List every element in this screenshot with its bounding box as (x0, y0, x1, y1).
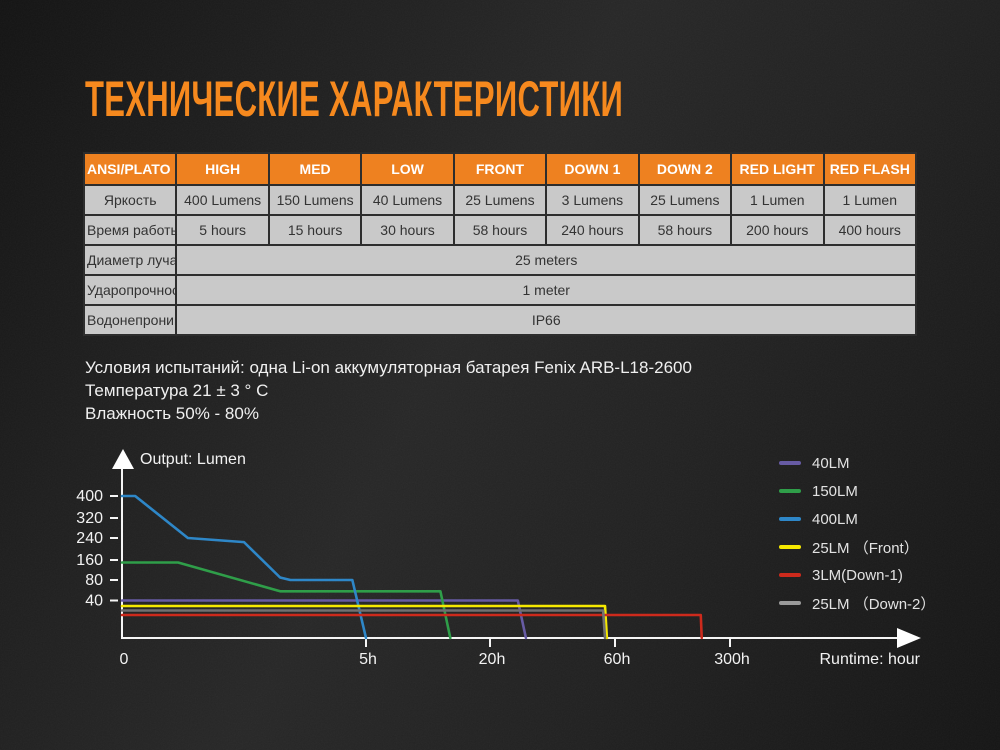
series-line-400LM (120, 494, 368, 640)
legend-item: 40LM (779, 449, 935, 477)
legend-swatch-icon (779, 573, 801, 577)
chart-series-lines (120, 494, 704, 640)
x-axis-title: Runtime: hour (820, 651, 921, 668)
legend-item: 25LM （Down-2） (779, 589, 935, 617)
x-tick-label: 60h (604, 651, 631, 668)
legend-label: 40LM (812, 454, 850, 472)
x-tick-label: 300h (714, 651, 750, 668)
y-axis-arrow-icon (112, 449, 134, 469)
legend-item: 25LM （Front） (779, 533, 935, 561)
legend-item: 150LM (779, 477, 935, 505)
legend-label: 25LM （Down-2） (812, 595, 936, 613)
legend-swatch-icon (779, 517, 801, 521)
y-tick-label: 40 (85, 593, 103, 610)
legend-label: 3LM(Down-1) (812, 566, 903, 584)
legend-label: 25LM （Front） (812, 539, 919, 557)
y-axis-title: Output: Lumen (140, 451, 246, 468)
series-line-3LM(Down-1) (120, 613, 704, 640)
legend-label: 400LM (812, 510, 858, 528)
legend-item: 400LM (779, 505, 935, 533)
legend-swatch-icon (779, 461, 801, 465)
legend-swatch-icon (779, 601, 801, 605)
legend-label: 150LM (812, 482, 858, 500)
y-tick-label: 320 (76, 510, 103, 527)
legend-swatch-icon (779, 489, 801, 493)
x-tick-label: 5h (359, 651, 377, 668)
legend-swatch-icon (779, 545, 801, 549)
chart-legend: 40LM 150LM 400LM 25LM （Front） 3LM(Down-1) 25L… (779, 449, 935, 617)
legend-item: 3LM(Down-1) (779, 561, 935, 589)
y-tick-label: 400 (76, 488, 103, 505)
x-tick-label: 0 (120, 651, 129, 668)
x-axis-arrow-icon (897, 628, 921, 648)
y-tick-label: 240 (76, 530, 103, 547)
y-tick-label: 80 (85, 572, 103, 589)
y-tick-label: 160 (76, 552, 103, 569)
x-tick-label: 20h (479, 651, 506, 668)
